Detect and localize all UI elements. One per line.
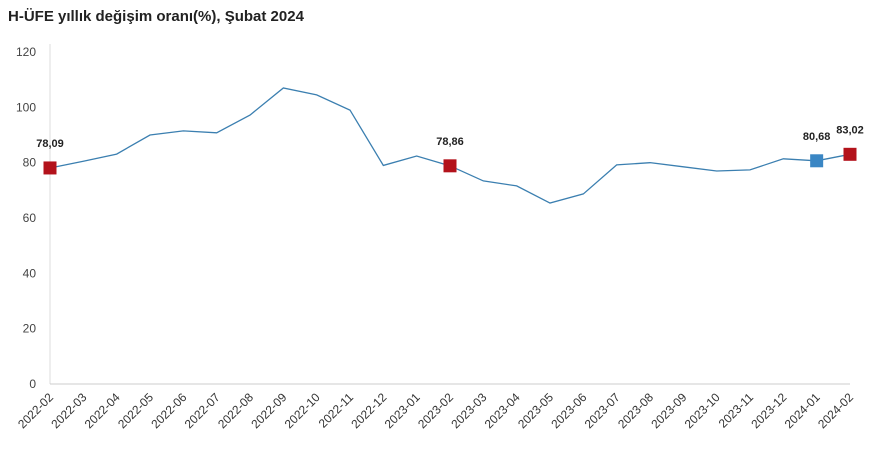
x-tick-label: 2022-04	[82, 390, 123, 431]
x-tick-label: 2022-06	[148, 390, 189, 431]
x-tick-label: 2024-01	[782, 390, 823, 431]
x-tick-label: 2022-08	[215, 390, 256, 431]
y-tick-label: 40	[23, 266, 37, 280]
y-tick-label: 120	[16, 45, 36, 59]
x-tick-label: 2022-10	[282, 390, 323, 431]
y-tick-label: 0	[29, 377, 36, 391]
x-tick-label: 2023-09	[648, 390, 689, 431]
x-tick-label: 2023-06	[548, 390, 589, 431]
x-tick-label: 2023-10	[682, 390, 723, 431]
x-tick-label: 2023-12	[748, 390, 789, 431]
x-tick-label: 2022-09	[248, 390, 289, 431]
x-tick-label: 2023-03	[448, 390, 489, 431]
data-label: 78,86	[436, 136, 464, 148]
y-tick-label: 60	[23, 211, 37, 225]
highlight-marker	[43, 161, 57, 175]
x-tick-label: 2022-02	[15, 390, 56, 431]
y-tick-label: 20	[23, 322, 37, 336]
x-tick-label: 2023-02	[415, 390, 456, 431]
x-tick-label: 2023-08	[615, 390, 656, 431]
y-tick-label: 80	[23, 156, 37, 170]
x-tick-label: 2024-02	[815, 390, 856, 431]
x-tick-label: 2022-05	[115, 390, 156, 431]
highlight-marker	[843, 147, 857, 161]
x-tick-label: 2022-12	[348, 390, 389, 431]
y-tick-label: 100	[16, 100, 36, 114]
data-label: 78,09	[36, 138, 64, 150]
data-label: 80,68	[803, 131, 831, 143]
x-tick-label: 2023-05	[515, 390, 556, 431]
highlight-marker	[443, 159, 457, 173]
chart-title: H-ÜFE yıllık değişim oranı(%), Şubat 202…	[8, 8, 304, 25]
x-tick-label: 2023-04	[482, 390, 523, 431]
x-tick-label: 2022-07	[182, 390, 223, 431]
x-tick-label: 2023-07	[582, 390, 623, 431]
data-label: 83,02	[836, 124, 864, 136]
x-tick-label: 2022-03	[48, 390, 89, 431]
x-tick-label: 2023-01	[382, 390, 423, 431]
highlight-marker	[810, 154, 824, 168]
